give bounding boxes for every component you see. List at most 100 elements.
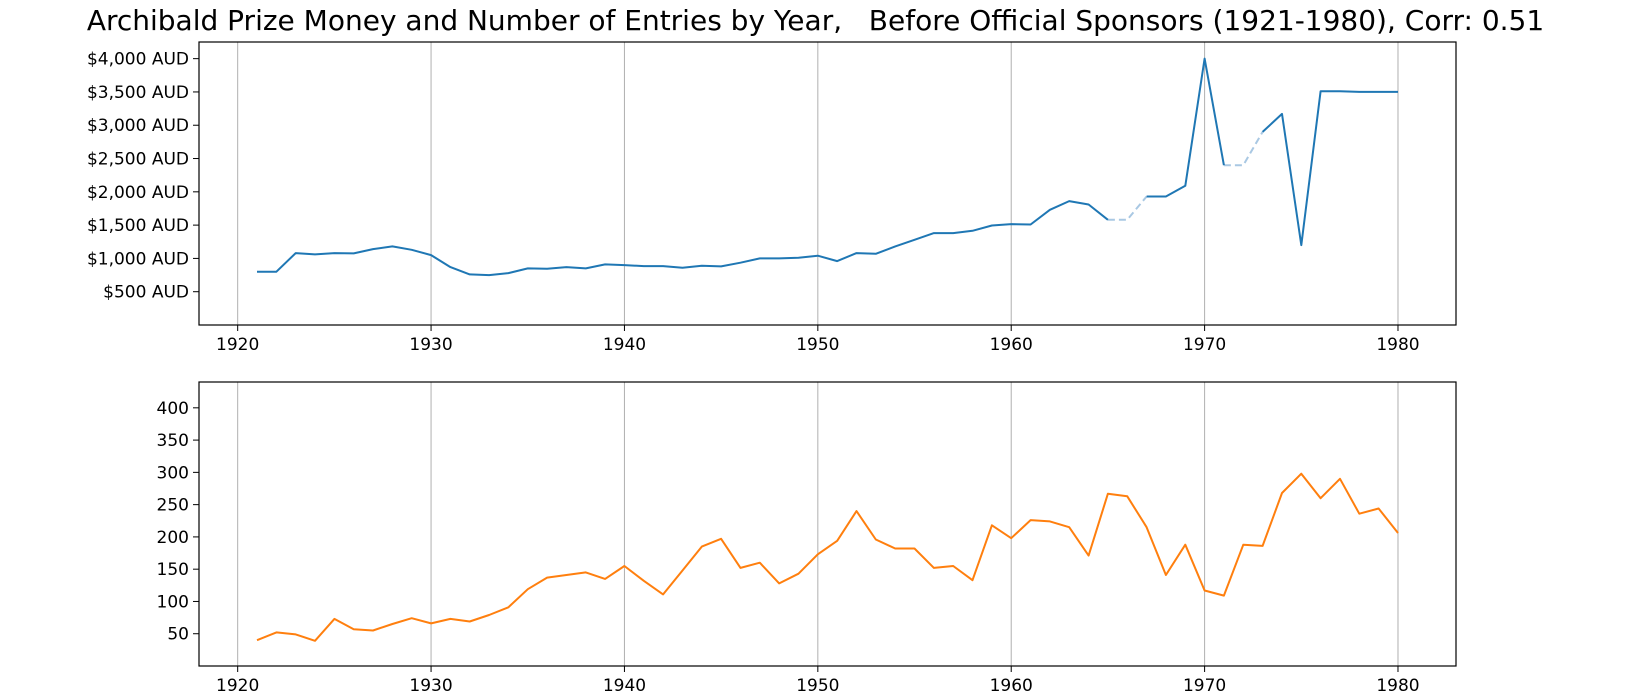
data-point [1126, 495, 1128, 497]
data-point [701, 545, 703, 547]
data-point [701, 265, 703, 267]
y-tick-label: $1,500 AUD [87, 216, 189, 236]
y-tick-label: 300 [157, 463, 189, 483]
x-tick-label: 1960 [990, 335, 1033, 355]
data-point [623, 565, 625, 567]
chart-title: Archibald Prize Money and Number of Entr… [86, 4, 1545, 37]
data-point [1397, 91, 1399, 93]
data-point [1397, 532, 1399, 534]
data-point [372, 248, 374, 250]
data-point [836, 540, 838, 542]
data-point [1010, 223, 1012, 225]
y-tick-label: $3,500 AUD [87, 83, 189, 103]
y-tick-label: $2,000 AUD [87, 183, 189, 203]
missing-data-segment [1223, 131, 1264, 167]
data-point [720, 538, 722, 540]
data-point [913, 547, 915, 549]
data-point [353, 252, 355, 254]
data-point [372, 629, 374, 631]
data-point [1358, 513, 1360, 515]
data-point [1377, 507, 1379, 509]
data-point [391, 623, 393, 625]
panel-entries: 1920 1930 1940 1950 1960 1970 1980 50 100 150 200 2… [157, 381, 1457, 696]
y-tick-label: $4,000 AUD [87, 50, 189, 70]
data-point [565, 266, 567, 268]
data-point [546, 576, 548, 578]
y-tick-label: 150 [157, 560, 189, 580]
data-point [1203, 589, 1205, 591]
data-point [604, 263, 606, 265]
data-point [952, 232, 954, 234]
data-point [797, 257, 799, 259]
data-point [1165, 195, 1167, 197]
y-tick-label: 350 [157, 431, 189, 451]
data-point [1068, 526, 1070, 528]
data-point [546, 268, 548, 270]
x-tick-label: 1930 [409, 676, 452, 696]
data-point [720, 265, 722, 267]
data-point [778, 582, 780, 584]
data-point [991, 224, 993, 226]
data-point [836, 260, 838, 262]
data-point [1087, 203, 1089, 205]
data-point [314, 640, 316, 642]
x-tick-label: 1950 [796, 676, 839, 696]
data-point [333, 252, 335, 254]
data-point [1145, 195, 1147, 197]
data-point [875, 253, 877, 255]
data-point [855, 510, 857, 512]
data-point [1107, 493, 1109, 495]
data-point [952, 565, 954, 567]
series-line-prize-money [1146, 57, 1225, 198]
series-line-entries [256, 472, 1399, 642]
data-point [314, 253, 316, 255]
data-point [681, 569, 683, 571]
data-point [643, 265, 645, 267]
data-point [1242, 544, 1244, 546]
data-point [855, 252, 857, 254]
data-point [295, 633, 297, 635]
panel-prize-money: 1920 1930 1940 1950 1960 1970 1980 $500 AUD $1,0… [87, 41, 1457, 355]
data-point [391, 245, 393, 247]
y-tick-label: 250 [157, 496, 189, 516]
data-point [507, 606, 509, 608]
data-point [1358, 91, 1360, 93]
x-tick-label: 1970 [1183, 335, 1226, 355]
data-point [875, 538, 877, 540]
data-point [971, 579, 973, 581]
data-point [275, 631, 277, 633]
data-point [1319, 90, 1321, 92]
data-point [256, 271, 258, 273]
data-point [1087, 554, 1089, 556]
data-point [604, 578, 606, 580]
data-point [1281, 113, 1283, 115]
x-tick-label: 1970 [1183, 676, 1226, 696]
data-point [933, 232, 935, 234]
data-point [1223, 594, 1225, 596]
data-point [1223, 164, 1225, 166]
data-point [411, 249, 413, 251]
y-tick-label: $500 AUD [103, 283, 189, 303]
x-tick-label: 1980 [1376, 335, 1419, 355]
data-point [411, 617, 413, 619]
data-point [643, 580, 645, 582]
data-point [333, 618, 335, 620]
data-point [817, 255, 819, 257]
data-point [1377, 91, 1379, 93]
data-point [623, 264, 625, 266]
data-point [681, 267, 683, 269]
data-point [1261, 131, 1263, 133]
data-point [1339, 90, 1341, 92]
x-tick-label: 1920 [216, 676, 259, 696]
data-point [991, 524, 993, 526]
y-tick-label: 100 [157, 592, 189, 612]
data-point [449, 266, 451, 268]
data-point [739, 567, 741, 569]
data-point [565, 574, 567, 576]
data-point [1165, 574, 1167, 576]
series-line-prize-money [257, 200, 1109, 277]
data-point [430, 254, 432, 256]
data-point [469, 273, 471, 275]
x-tick-label: 1920 [216, 335, 259, 355]
